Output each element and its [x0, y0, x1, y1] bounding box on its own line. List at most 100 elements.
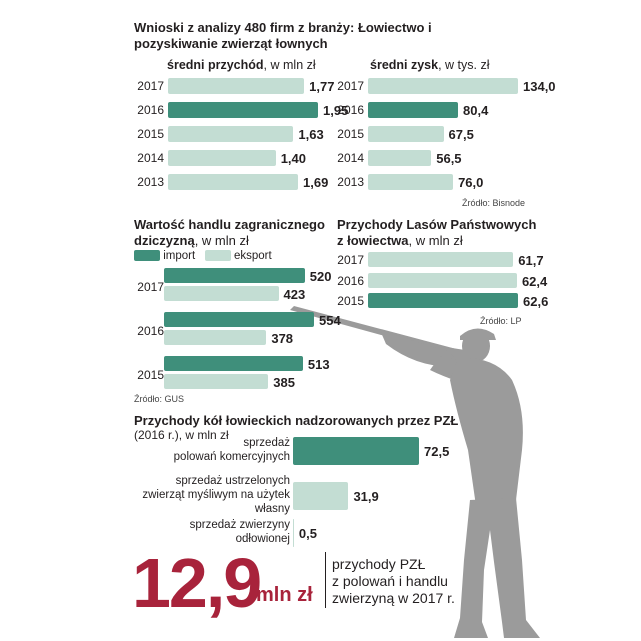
summary-line-3: zwierzyną w 2017 r. — [332, 590, 455, 606]
bar-eksport-2016 — [164, 330, 267, 345]
year-label: 2016 — [137, 103, 164, 117]
value-label-pzl-2: 0,5 — [298, 526, 317, 541]
profit-chart-title: średni zysk — [370, 58, 439, 72]
summary-unit: mln zł — [256, 584, 313, 606]
value-label-import-2017: 520 — [309, 269, 332, 284]
profit-source: Źródło: Bisnode — [462, 198, 526, 208]
value-label-2015: 62,6 — [523, 294, 549, 309]
value-label-2016: 62,4 — [521, 273, 548, 289]
year-label: 2016 — [337, 103, 364, 117]
revenue-chart-heading: średni przychód, w mln zł — [167, 58, 316, 72]
value-label-2015: 1,63 — [298, 127, 324, 142]
year-label: 2015 — [137, 127, 164, 141]
lp-chart-heading: Przychody Lasów Państwowych z łowiectwa,… — [337, 217, 537, 248]
category-label: sprzedaż zwierzyny odłowionej — [189, 519, 290, 545]
bar-pzl-2 — [293, 519, 294, 547]
profit-chart-unit: w tys. zł — [445, 58, 490, 72]
pzl-chart-subtitle: (2016 r.), w mln zł — [134, 428, 229, 442]
year-label: 2016 — [137, 324, 164, 338]
year-label: 2016 — [337, 273, 364, 288]
summary-divider — [325, 552, 326, 608]
year-label: 2015 — [337, 294, 364, 308]
pzl-bar-chart: sprzedaż polowań komercyjnych 72,5 sprzeda… — [130, 436, 460, 547]
value-label-2017: 1,77 — [309, 79, 335, 94]
year-label: 2014 — [337, 151, 364, 165]
bar-2016 — [368, 102, 458, 118]
category-label: sprzedaż ustrzelonych zwierząt myśliwym … — [142, 475, 290, 515]
summary-line-1: przychody PZŁ — [332, 556, 426, 572]
revenue-chart-unit: w mln zł — [270, 58, 316, 72]
trade-chart-title-2: dziczyzną — [134, 233, 195, 248]
value-label-eksport-2017: 423 — [283, 287, 306, 302]
lp-bar-chart: 2017 61,7 2016 62,4 2015 62,6 — [328, 248, 548, 318]
bar-2015 — [168, 126, 294, 142]
pzl-chart-title: Przychody kół łowieckich nadzorowanych p… — [134, 413, 459, 428]
bar-2017 — [368, 78, 518, 94]
year-label: 2017 — [337, 253, 364, 267]
bar-eksport-2017 — [164, 286, 279, 301]
profit-bar-chart: 2017 134,0 2016 80,4 2015 67,5 2014 56,5 2013 76,… — [328, 72, 556, 197]
trade-chart-heading: Wartość handlu zagranicznego dziczyzną, … — [134, 217, 325, 248]
bar-eksport-2015 — [164, 374, 269, 389]
value-label-eksport-2016: 378 — [271, 331, 294, 346]
value-label-pzl-0: 72,5 — [424, 444, 450, 459]
summary-line-2: z polowań i handlu — [332, 573, 448, 589]
bar-2017 — [368, 252, 514, 267]
value-label-2014: 56,5 — [436, 151, 462, 166]
bar-2014 — [368, 150, 432, 166]
legend-import-swatch — [134, 250, 160, 262]
trade-chart-unit: w mln zł — [201, 233, 249, 248]
bar-2015 — [368, 293, 518, 308]
year-label: 2017 — [137, 280, 164, 294]
bar-2015 — [368, 126, 444, 142]
revenue-chart-title: średni przychód — [167, 58, 264, 72]
bar-2013 — [368, 174, 454, 190]
year-label: 2014 — [137, 151, 164, 165]
bar-2017 — [168, 78, 305, 94]
legend-export-label: eksport — [233, 250, 272, 262]
value-label-2017: 134,0 — [523, 79, 556, 94]
bar-2013 — [168, 174, 298, 190]
year-label: 2015 — [137, 368, 164, 382]
lp-chart-title-2: z łowiectwa — [337, 233, 409, 248]
value-label-eksport-2015: 385 — [273, 375, 295, 390]
bar-import-2017 — [164, 268, 305, 283]
bar-2016 — [168, 102, 318, 118]
value-label-import-2015: 513 — [307, 357, 330, 372]
lp-chart-unit: w mln zł — [415, 233, 463, 248]
category-label: sprzedaż polowań komercyjnych — [173, 437, 290, 463]
legend-import-label: import — [163, 250, 196, 262]
bar-2016 — [368, 272, 517, 288]
value-label-2016: 80,4 — [463, 103, 489, 118]
year-label: 2013 — [137, 175, 164, 189]
bar-2014 — [168, 150, 276, 166]
value-label-2017: 61,7 — [518, 253, 544, 268]
value-label-2013: 1,69 — [303, 175, 329, 190]
value-label-2015: 67,5 — [448, 127, 474, 142]
value-label-import-2016: 554 — [319, 313, 341, 328]
trade-legend: import eksport — [134, 250, 272, 262]
year-label: 2013 — [337, 175, 364, 189]
year-label: 2017 — [137, 79, 164, 93]
value-label-2013: 76,0 — [458, 175, 484, 190]
bar-pzl-1 — [293, 482, 349, 510]
value-label-2014: 1,40 — [280, 151, 306, 166]
year-label: 2015 — [337, 127, 364, 141]
lp-chart-title-1: Przychody Lasów Państwowych — [337, 217, 537, 232]
revenue-bar-chart: 2017 1,77 2016 1,95 2015 1,63 2014 1,40 2013 1,69 — [128, 72, 348, 197]
bar-import-2016 — [164, 312, 314, 327]
trade-source: Źródło: GUS — [134, 394, 185, 404]
summary-value: 12,9 — [132, 544, 262, 622]
bar-import-2015 — [164, 356, 303, 371]
infographic-title: Wnioski z analizy 480 firm z branży: Łow… — [134, 20, 432, 51]
value-label-pzl-1: 31,9 — [353, 489, 379, 504]
hunter-silhouette-icon — [290, 306, 540, 638]
value-label-2016: 1,95 — [323, 103, 349, 118]
legend-export-swatch — [204, 250, 231, 262]
bar-pzl-0 — [293, 437, 419, 465]
year-label: 2017 — [337, 79, 364, 93]
profit-chart-heading: średni zysk, w tys. zł — [370, 58, 490, 72]
lp-source: Źródło: LP — [480, 316, 522, 326]
trade-bar-chart: 2017 520 423 2016 554 378 2015 513 385 — [128, 268, 341, 393]
trade-chart-title-1: Wartość handlu zagranicznego — [134, 217, 325, 232]
